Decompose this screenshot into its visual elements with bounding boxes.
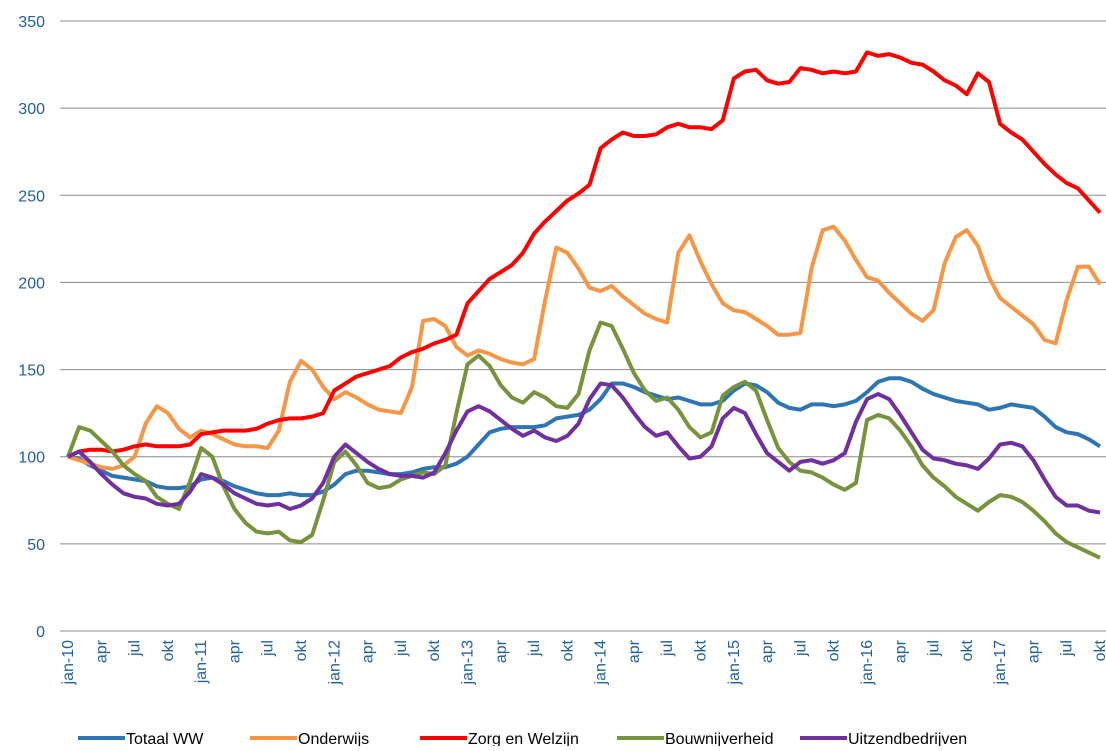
x-tick-label: okt: [426, 639, 443, 661]
x-tick-label: jan-11: [193, 640, 210, 684]
y-tick-label: 150: [18, 363, 45, 380]
x-tick-label: okt: [693, 639, 710, 661]
series-line: [67, 376, 1102, 498]
x-tick-label: jan-14: [593, 640, 610, 686]
x-tick-label: jul: [792, 640, 809, 657]
x-tick-label: apr: [493, 639, 510, 663]
x-tick-label: okt: [1092, 639, 1106, 661]
legend: Totaal WW Onderwijs Zorg en Welzijn Bouwnij…: [78, 731, 967, 748]
x-tick-label: okt: [959, 639, 976, 661]
y-tick-label: 250: [18, 188, 45, 205]
y-tick-label: 0: [36, 624, 45, 641]
x-tick-label: jan-16: [859, 640, 876, 686]
x-tick-label: jan-13: [459, 640, 476, 686]
x-tick-label: jul: [1059, 640, 1076, 657]
series-line: [67, 381, 1101, 515]
x-tick-label: okt: [559, 639, 576, 661]
y-tick-label: 300: [18, 101, 45, 118]
x-tick-label: jan-15: [726, 640, 743, 686]
y-tick-label: 350: [18, 14, 45, 31]
x-tick-label: apr: [226, 639, 243, 663]
legend-label: Uitzendbedrijven: [848, 731, 967, 746]
x-tick-label: okt: [160, 639, 177, 661]
y-tick-label: 200: [18, 275, 45, 292]
x-tick-label: jan-12: [326, 640, 343, 686]
series-line: [67, 224, 1102, 471]
y-tick-label: 100: [18, 450, 45, 467]
x-tick-label: okt: [826, 639, 843, 661]
legend-label: Zorg en Welzijn: [468, 731, 579, 746]
legend-label: Totaal WW: [126, 731, 204, 746]
x-tick-label: apr: [93, 639, 110, 663]
x-tick-label: jul: [393, 640, 410, 657]
x-tick-label: jul: [127, 640, 144, 657]
x-tick-label: jan-10: [60, 640, 77, 686]
y-tick-label: 50: [27, 537, 45, 554]
x-tick-label: jul: [659, 640, 676, 657]
legend-label: Bouwnijverheid: [665, 731, 774, 746]
legend-label: Onderwijs: [298, 731, 369, 746]
series-line: [66, 320, 1101, 560]
x-tick-label: jul: [926, 640, 943, 657]
x-tick-label: jul: [260, 640, 277, 657]
x-tick-label: jan-17: [992, 640, 1009, 686]
x-tick-label: apr: [626, 639, 643, 663]
x-tick-label: okt: [293, 639, 310, 661]
x-tick-label: apr: [892, 639, 909, 663]
x-tick-label: apr: [1025, 639, 1042, 663]
series-line: [67, 50, 1102, 459]
x-tick-label: apr: [360, 639, 377, 663]
x-tick-label: jul: [526, 640, 543, 657]
x-tick-label: apr: [759, 639, 776, 663]
